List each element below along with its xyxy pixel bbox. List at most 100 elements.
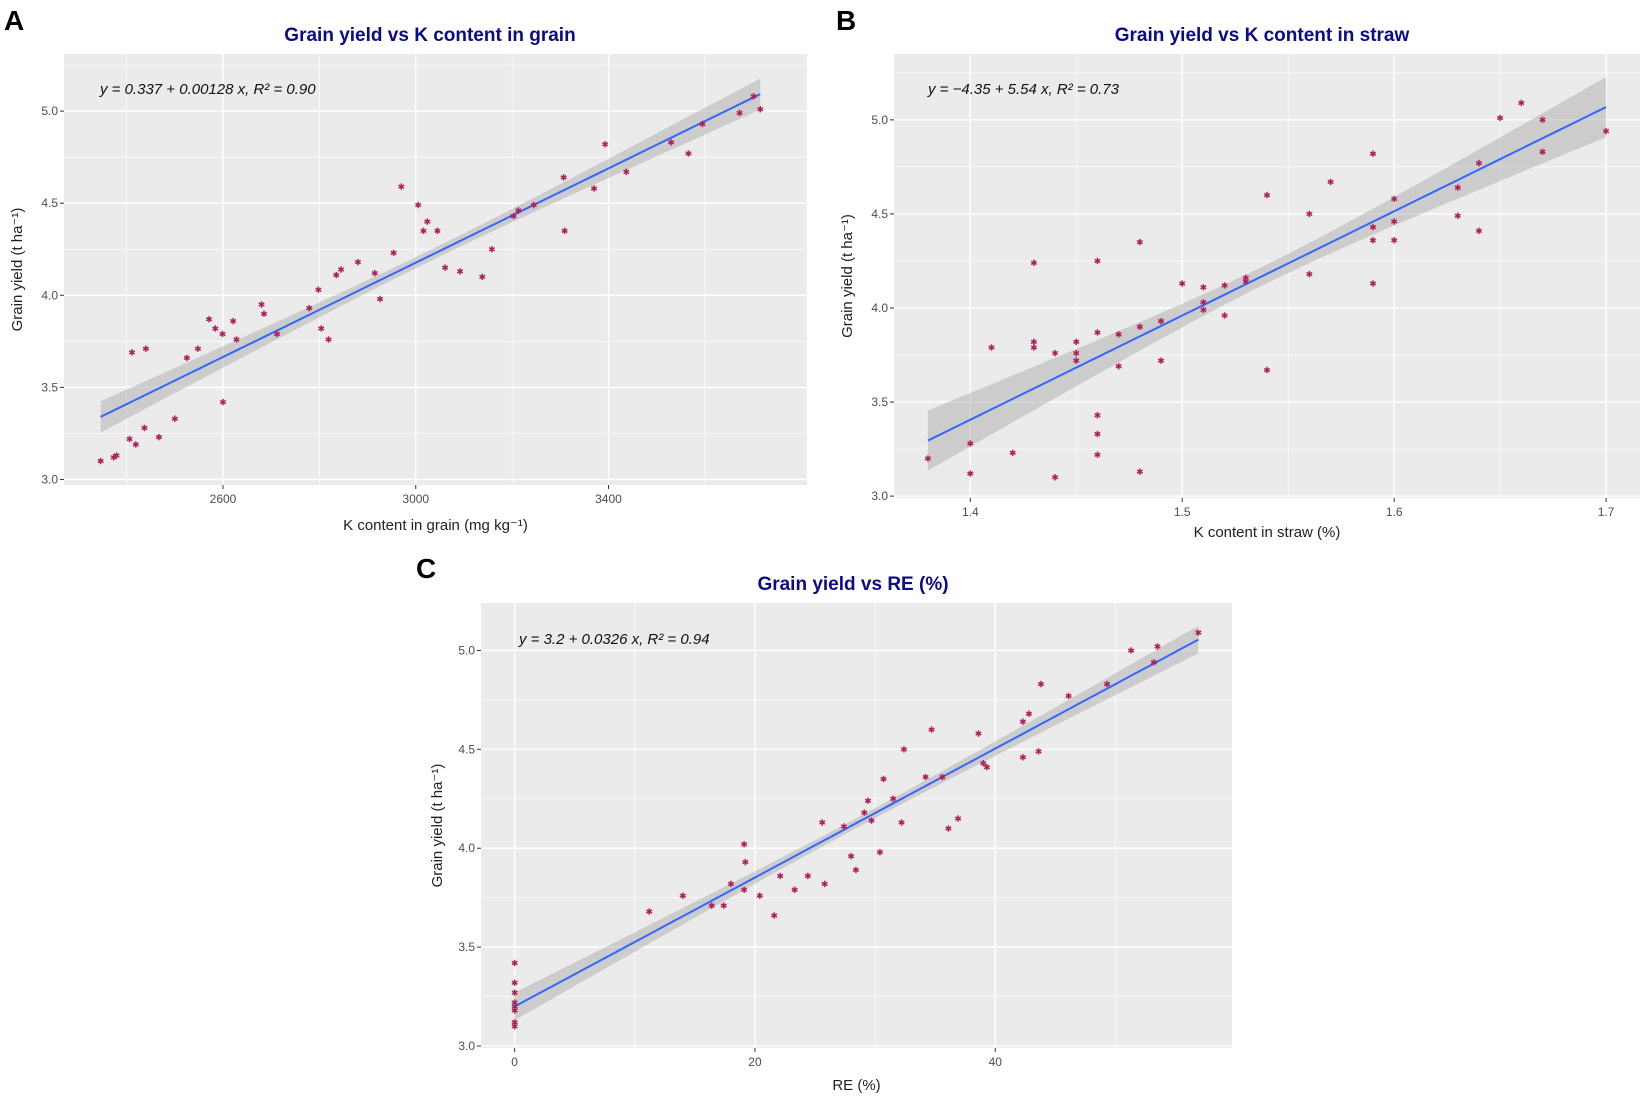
data-point	[113, 452, 120, 459]
y-tick-label: 3.0	[41, 472, 58, 486]
data-point	[1221, 282, 1228, 289]
data-point	[219, 398, 227, 406]
data-point	[1094, 257, 1101, 265]
data-point	[1009, 449, 1016, 457]
y-tick-label: 3.5	[871, 395, 888, 409]
data-point	[318, 325, 325, 332]
data-point	[1019, 718, 1027, 725]
data-point	[511, 1023, 518, 1030]
data-point	[1602, 127, 1610, 135]
data-point	[530, 201, 537, 209]
data-point	[980, 760, 987, 767]
y-tick-label: 4.0	[41, 288, 58, 302]
data-point	[434, 227, 441, 235]
data-point	[852, 866, 860, 874]
data-point	[756, 892, 763, 899]
data-point	[1030, 344, 1038, 351]
data-point	[679, 892, 687, 899]
data-point	[511, 959, 518, 967]
data-point	[306, 304, 313, 312]
data-point	[205, 316, 213, 323]
x-axis-label: K content in grain (mg kg⁻¹)	[343, 517, 528, 534]
data-point	[924, 455, 932, 462]
data-point	[488, 246, 496, 253]
data-point	[864, 797, 872, 804]
data-point	[511, 979, 518, 986]
data-point	[804, 872, 811, 880]
data-point	[900, 746, 908, 753]
data-point	[1242, 278, 1249, 285]
data-point	[1115, 331, 1122, 338]
data-point	[777, 872, 784, 880]
y-axis-label: Grain yield (t ha⁻¹)	[429, 764, 446, 888]
x-tick-label: 1.6	[1386, 505, 1403, 519]
data-point	[354, 258, 362, 266]
data-point	[1200, 284, 1207, 291]
y-tick-label: 5.0	[458, 643, 475, 657]
data-point	[861, 809, 868, 816]
panel-label: B	[836, 5, 856, 36]
data-point	[183, 354, 191, 362]
panel-label: C	[416, 553, 436, 584]
data-point	[1195, 629, 1202, 636]
y-tick-label: 5.0	[871, 113, 888, 127]
data-point	[880, 775, 887, 783]
chart-title: Grain yield vs K content in grain	[284, 25, 575, 46]
data-point	[337, 266, 345, 273]
data-point	[1136, 323, 1143, 330]
data-point	[325, 336, 332, 343]
data-point	[889, 795, 897, 802]
data-point	[1073, 338, 1080, 346]
data-point	[1391, 237, 1398, 244]
data-point	[1019, 754, 1027, 761]
data-point	[1051, 349, 1059, 357]
data-point	[922, 773, 929, 781]
data-point	[967, 470, 974, 477]
y-tick-label: 4.5	[458, 742, 475, 756]
data-point	[155, 433, 163, 441]
data-point	[685, 150, 692, 157]
data-point	[1103, 680, 1111, 688]
data-point	[1127, 647, 1135, 654]
regression-line	[100, 93, 761, 418]
data-point	[954, 815, 962, 822]
data-point	[420, 227, 427, 235]
data-point	[194, 345, 202, 352]
panel-label: A	[4, 5, 24, 36]
data-point	[371, 269, 378, 277]
data-point	[1051, 474, 1059, 481]
x-tick-label: 0	[511, 1055, 518, 1069]
plot-background	[481, 603, 1232, 1048]
data-point	[1369, 150, 1377, 157]
y-axis-label: Grain yield (t ha⁻¹)	[839, 214, 856, 338]
data-point	[1306, 270, 1313, 278]
x-tick-label: 3000	[402, 492, 429, 506]
data-point	[273, 330, 281, 338]
data-point	[876, 849, 884, 856]
data-point	[1518, 99, 1525, 107]
y-tick-label: 3.5	[458, 940, 475, 954]
x-tick-label: 3400	[595, 492, 622, 506]
data-point	[1035, 748, 1042, 755]
y-tick-label: 4.0	[871, 301, 888, 315]
data-point	[511, 1007, 518, 1014]
data-point	[441, 264, 449, 271]
data-point	[898, 819, 905, 826]
data-point	[1391, 218, 1398, 225]
chart-title: Grain yield vs RE (%)	[757, 574, 948, 595]
y-tick-label: 3.5	[41, 380, 58, 394]
y-tick-label: 4.5	[41, 196, 58, 210]
chart-title: Grain yield vs K content in straw	[1115, 25, 1410, 46]
data-point	[1369, 280, 1377, 287]
data-point	[1030, 259, 1038, 267]
data-point	[819, 819, 826, 826]
x-tick-label: 40	[989, 1055, 1003, 1069]
data-point	[1030, 338, 1038, 346]
data-point	[1200, 306, 1207, 314]
data-point	[967, 440, 974, 447]
data-point	[699, 120, 706, 128]
data-point	[983, 763, 991, 771]
regression-equation: y = 0.337 + 0.00128 x, R² = 0.90	[99, 81, 316, 98]
data-point	[1094, 329, 1101, 336]
